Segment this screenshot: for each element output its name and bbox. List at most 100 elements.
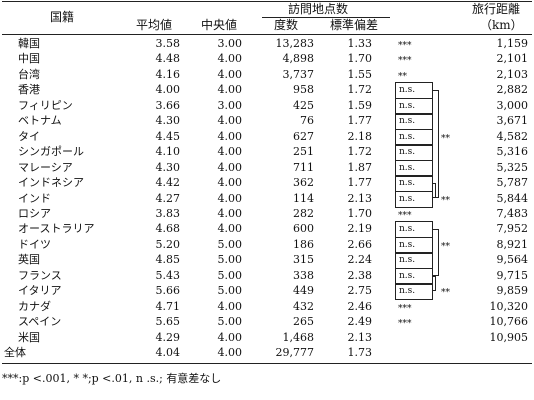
- row-distance: 7,952: [496, 222, 529, 236]
- row-median: 4.00: [217, 67, 243, 81]
- row-sd: 1.55: [347, 67, 373, 81]
- ns-box: n.s.: [395, 221, 433, 239]
- row-distance: 10,320: [489, 299, 529, 313]
- row-mean: 4.71: [155, 299, 181, 313]
- row-frequency: 432: [293, 299, 314, 313]
- row-median: 4.00: [217, 222, 243, 236]
- ns-box: n.s.: [395, 190, 433, 208]
- row-frequency: 1,468: [282, 330, 315, 344]
- header-distance-unit: （km）: [480, 18, 523, 32]
- row-frequency: 958: [293, 83, 314, 97]
- row-sd: 2.49: [347, 315, 373, 329]
- row-distance: 9,564: [496, 253, 529, 267]
- row-frequency: 265: [293, 315, 314, 329]
- significance-mark: ***: [398, 41, 412, 51]
- row-sd: 1.87: [347, 160, 373, 174]
- row-median: 4.00: [217, 145, 243, 159]
- row-distance: 9,859: [496, 284, 529, 298]
- row-distance: 4,582: [496, 129, 529, 143]
- row-country: タイ: [18, 129, 40, 143]
- row-frequency: 338: [293, 268, 314, 282]
- row-country: インドネシア: [18, 176, 84, 190]
- row-median: 5.00: [217, 268, 243, 282]
- row-frequency: 3,737: [282, 67, 315, 81]
- row-mean: 4.42: [155, 176, 181, 190]
- total-frequency: 29,777: [275, 346, 315, 359]
- row-median: 4.00: [217, 160, 243, 174]
- row-country: ドイツ: [18, 237, 51, 251]
- row-country: 韓国: [18, 37, 40, 50]
- row-distance: 5,325: [496, 160, 529, 174]
- row-sd: 1.70: [347, 52, 373, 66]
- row-mean: 4.45: [155, 129, 181, 143]
- row-sd: 2.19: [347, 222, 373, 236]
- row-median: 4.00: [217, 52, 243, 66]
- row-sd: 1.77: [347, 176, 373, 190]
- row-country: ロシア: [18, 206, 51, 220]
- row-sd: 2.46: [347, 299, 373, 313]
- ns-box: n.s.: [395, 128, 433, 146]
- row-sd: 1.70: [347, 206, 373, 220]
- row-frequency: 315: [293, 253, 314, 267]
- row-mean: 4.30: [155, 114, 181, 128]
- row-country: 中国: [18, 52, 40, 66]
- row-median: 4.00: [217, 129, 243, 143]
- row-mean: 3.66: [155, 98, 181, 112]
- row-mean: 4.00: [155, 83, 181, 97]
- row-distance: 7,483: [496, 206, 529, 220]
- row-mean: 4.29: [155, 330, 181, 344]
- row-mean: 4.85: [155, 253, 181, 267]
- row-frequency: 4,898: [282, 52, 315, 66]
- row-distance: 2,101: [496, 52, 529, 66]
- row-median: 5.00: [217, 315, 243, 329]
- row-distance: 5,316: [496, 145, 529, 159]
- row-country: オーストラリア: [18, 222, 95, 236]
- ns-box: n.s.: [395, 144, 433, 162]
- row-mean: 3.58: [155, 37, 181, 50]
- row-country: フランス: [18, 268, 62, 282]
- ns-box: n.s.: [395, 175, 433, 193]
- significance-mark: ***: [398, 319, 412, 330]
- row-sd: 2.75: [347, 284, 373, 298]
- row-frequency: 282: [293, 206, 314, 220]
- row-distance: 1,159: [496, 37, 529, 50]
- row-median: 4.00: [217, 114, 243, 128]
- row-country: イタリア: [18, 284, 62, 298]
- total-median: 4.00: [217, 346, 243, 359]
- row-country: インド: [18, 191, 51, 205]
- row-frequency: 114: [293, 191, 314, 205]
- row-country: 香港: [18, 83, 40, 97]
- row-distance: 3,671: [496, 114, 529, 128]
- row-mean: 4.48: [155, 52, 181, 66]
- row-sd: 1.33: [347, 37, 373, 50]
- bracket-label: **: [441, 133, 450, 144]
- row-distance: 5,844: [496, 191, 529, 205]
- row-mean: 5.65: [155, 315, 181, 329]
- row-distance: 3,000: [496, 98, 529, 112]
- row-median: 5.00: [217, 253, 243, 267]
- row-sd: 1.77: [347, 114, 373, 128]
- row-sd: 1.72: [347, 145, 373, 159]
- ns-box: n.s.: [395, 113, 433, 131]
- bottom-rule: [2, 363, 532, 364]
- row-frequency: 13,283: [275, 37, 315, 50]
- header-median: 中央値: [201, 18, 238, 32]
- row-frequency: 186: [293, 237, 314, 251]
- significance-mark: ***: [398, 210, 412, 221]
- row-median: 5.00: [217, 237, 243, 251]
- row-distance: 10,905: [489, 330, 529, 344]
- row-median: 4.00: [217, 330, 243, 344]
- header-sd: 標準偏差: [330, 18, 379, 32]
- row-sd: 2.24: [347, 253, 373, 267]
- row-median: 3.00: [217, 37, 243, 50]
- row-distance: 8,921: [496, 237, 529, 251]
- row-median: 3.00: [217, 98, 243, 112]
- ns-box: n.s.: [395, 236, 433, 254]
- row-frequency: 76: [300, 114, 314, 128]
- row-country: スペイン: [18, 315, 62, 329]
- bracket-label: **: [441, 241, 450, 252]
- row-country: ベトナム: [18, 114, 62, 128]
- row-distance: 10,766: [489, 315, 529, 329]
- significance-bracket: [433, 90, 439, 199]
- row-mean: 3.83: [155, 206, 181, 220]
